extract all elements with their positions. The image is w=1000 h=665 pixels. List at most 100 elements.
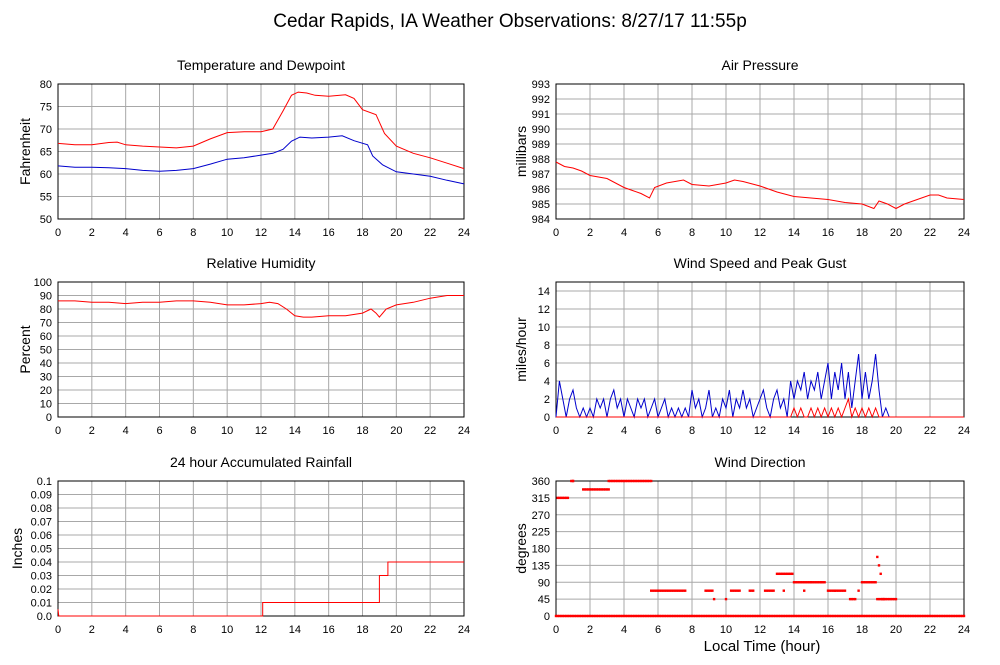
direction-point bbox=[843, 614, 847, 618]
direction-point bbox=[746, 614, 750, 618]
y-tick-label: 45 bbox=[538, 594, 550, 606]
y-tick-label: 80 bbox=[40, 304, 52, 316]
direction-point bbox=[665, 614, 668, 618]
y-tick-label: 90 bbox=[538, 577, 550, 589]
y-tick-label: 986 bbox=[532, 184, 550, 196]
humidity-title: Relative Humidity bbox=[207, 255, 316, 271]
direction-point bbox=[826, 614, 830, 618]
direction-point bbox=[845, 614, 848, 618]
direction-point bbox=[884, 614, 887, 618]
direction-point bbox=[631, 479, 634, 483]
direction-point bbox=[743, 614, 746, 618]
direction-point bbox=[837, 589, 840, 592]
direction-point bbox=[573, 614, 576, 618]
y-tick-label: 60 bbox=[40, 169, 52, 181]
direction-point bbox=[570, 614, 573, 618]
direction-point bbox=[837, 614, 840, 618]
direction-point bbox=[838, 614, 842, 618]
temp-series-1-line bbox=[57, 135, 465, 185]
direction-point bbox=[566, 614, 570, 618]
direction-point bbox=[794, 581, 797, 584]
direction-point bbox=[930, 614, 933, 618]
direction-point bbox=[673, 589, 677, 592]
direction-point bbox=[585, 614, 588, 618]
direction-point bbox=[765, 589, 768, 592]
direction-point bbox=[668, 589, 672, 592]
y-tick-label: 0 bbox=[46, 412, 52, 424]
direction-point bbox=[803, 614, 806, 618]
direction-point bbox=[599, 488, 602, 491]
direction-point bbox=[874, 581, 877, 584]
x-tick-label: 16 bbox=[822, 425, 834, 437]
direction-point bbox=[633, 479, 636, 483]
direction-point bbox=[893, 597, 896, 601]
direction-point bbox=[595, 488, 598, 491]
direction-point bbox=[908, 614, 911, 618]
direction-point bbox=[750, 589, 753, 592]
direction-point bbox=[670, 614, 673, 618]
direction-point bbox=[769, 614, 772, 618]
direction-point bbox=[561, 496, 564, 500]
direction-point bbox=[857, 614, 860, 618]
direction-point bbox=[619, 614, 622, 618]
direction-title: Wind Direction bbox=[714, 454, 805, 470]
direction-point bbox=[559, 614, 563, 618]
x-tick-label: 20 bbox=[890, 425, 902, 437]
direction-point bbox=[782, 572, 785, 576]
x-tick-label: 22 bbox=[924, 624, 936, 636]
direction-point bbox=[950, 614, 954, 618]
direction-point bbox=[893, 614, 896, 618]
x-tick-label: 16 bbox=[323, 227, 335, 239]
direction-point bbox=[888, 597, 891, 601]
direction-point bbox=[809, 614, 813, 618]
rain-series-0-line bbox=[57, 561, 464, 617]
direction-point bbox=[646, 614, 649, 618]
x-tick-label: 4 bbox=[123, 227, 129, 239]
direction-point bbox=[775, 572, 779, 576]
y-tick-label: 50 bbox=[40, 345, 52, 357]
direction-point bbox=[860, 581, 864, 584]
direction-point bbox=[780, 614, 784, 618]
direction-point bbox=[600, 488, 604, 491]
x-tick-label: 2 bbox=[89, 227, 95, 239]
direction-point bbox=[803, 581, 806, 584]
direction-point bbox=[617, 614, 621, 618]
direction-point bbox=[695, 614, 699, 618]
direction-point bbox=[668, 614, 672, 618]
x-tick-label: 18 bbox=[856, 227, 868, 239]
direction-point bbox=[609, 614, 612, 618]
direction-point bbox=[590, 614, 593, 618]
direction-point bbox=[636, 614, 639, 618]
direction-point bbox=[753, 614, 757, 618]
direction-point bbox=[677, 614, 680, 618]
direction-point bbox=[588, 488, 592, 491]
y-tick-label: 989 bbox=[532, 139, 550, 151]
direction-point bbox=[602, 614, 605, 618]
direction-point bbox=[678, 614, 682, 618]
direction-point bbox=[578, 614, 581, 618]
direction-point bbox=[617, 479, 621, 483]
x-tick-label: 10 bbox=[720, 425, 732, 437]
direction-point bbox=[643, 614, 646, 618]
direction-point bbox=[830, 614, 833, 618]
direction-point bbox=[826, 589, 830, 592]
temp-plot-frame bbox=[57, 83, 465, 220]
y-tick-label: 985 bbox=[532, 199, 550, 211]
wind-series-1-line bbox=[556, 397, 964, 419]
direction-point bbox=[658, 589, 661, 592]
direction-point bbox=[865, 581, 869, 584]
x-tick-label: 20 bbox=[390, 227, 402, 239]
y-tick-label: 2 bbox=[544, 394, 550, 406]
direction-point bbox=[881, 597, 884, 601]
direction-point bbox=[627, 614, 631, 618]
direction-point bbox=[721, 614, 724, 618]
direction-point bbox=[779, 614, 782, 618]
direction-point bbox=[820, 614, 823, 618]
x-tick-label: 14 bbox=[788, 624, 800, 636]
direction-point bbox=[797, 614, 801, 618]
x-tick-label: 24 bbox=[458, 624, 470, 636]
temp-series-0-line bbox=[57, 91, 465, 170]
direction-point bbox=[672, 589, 675, 592]
